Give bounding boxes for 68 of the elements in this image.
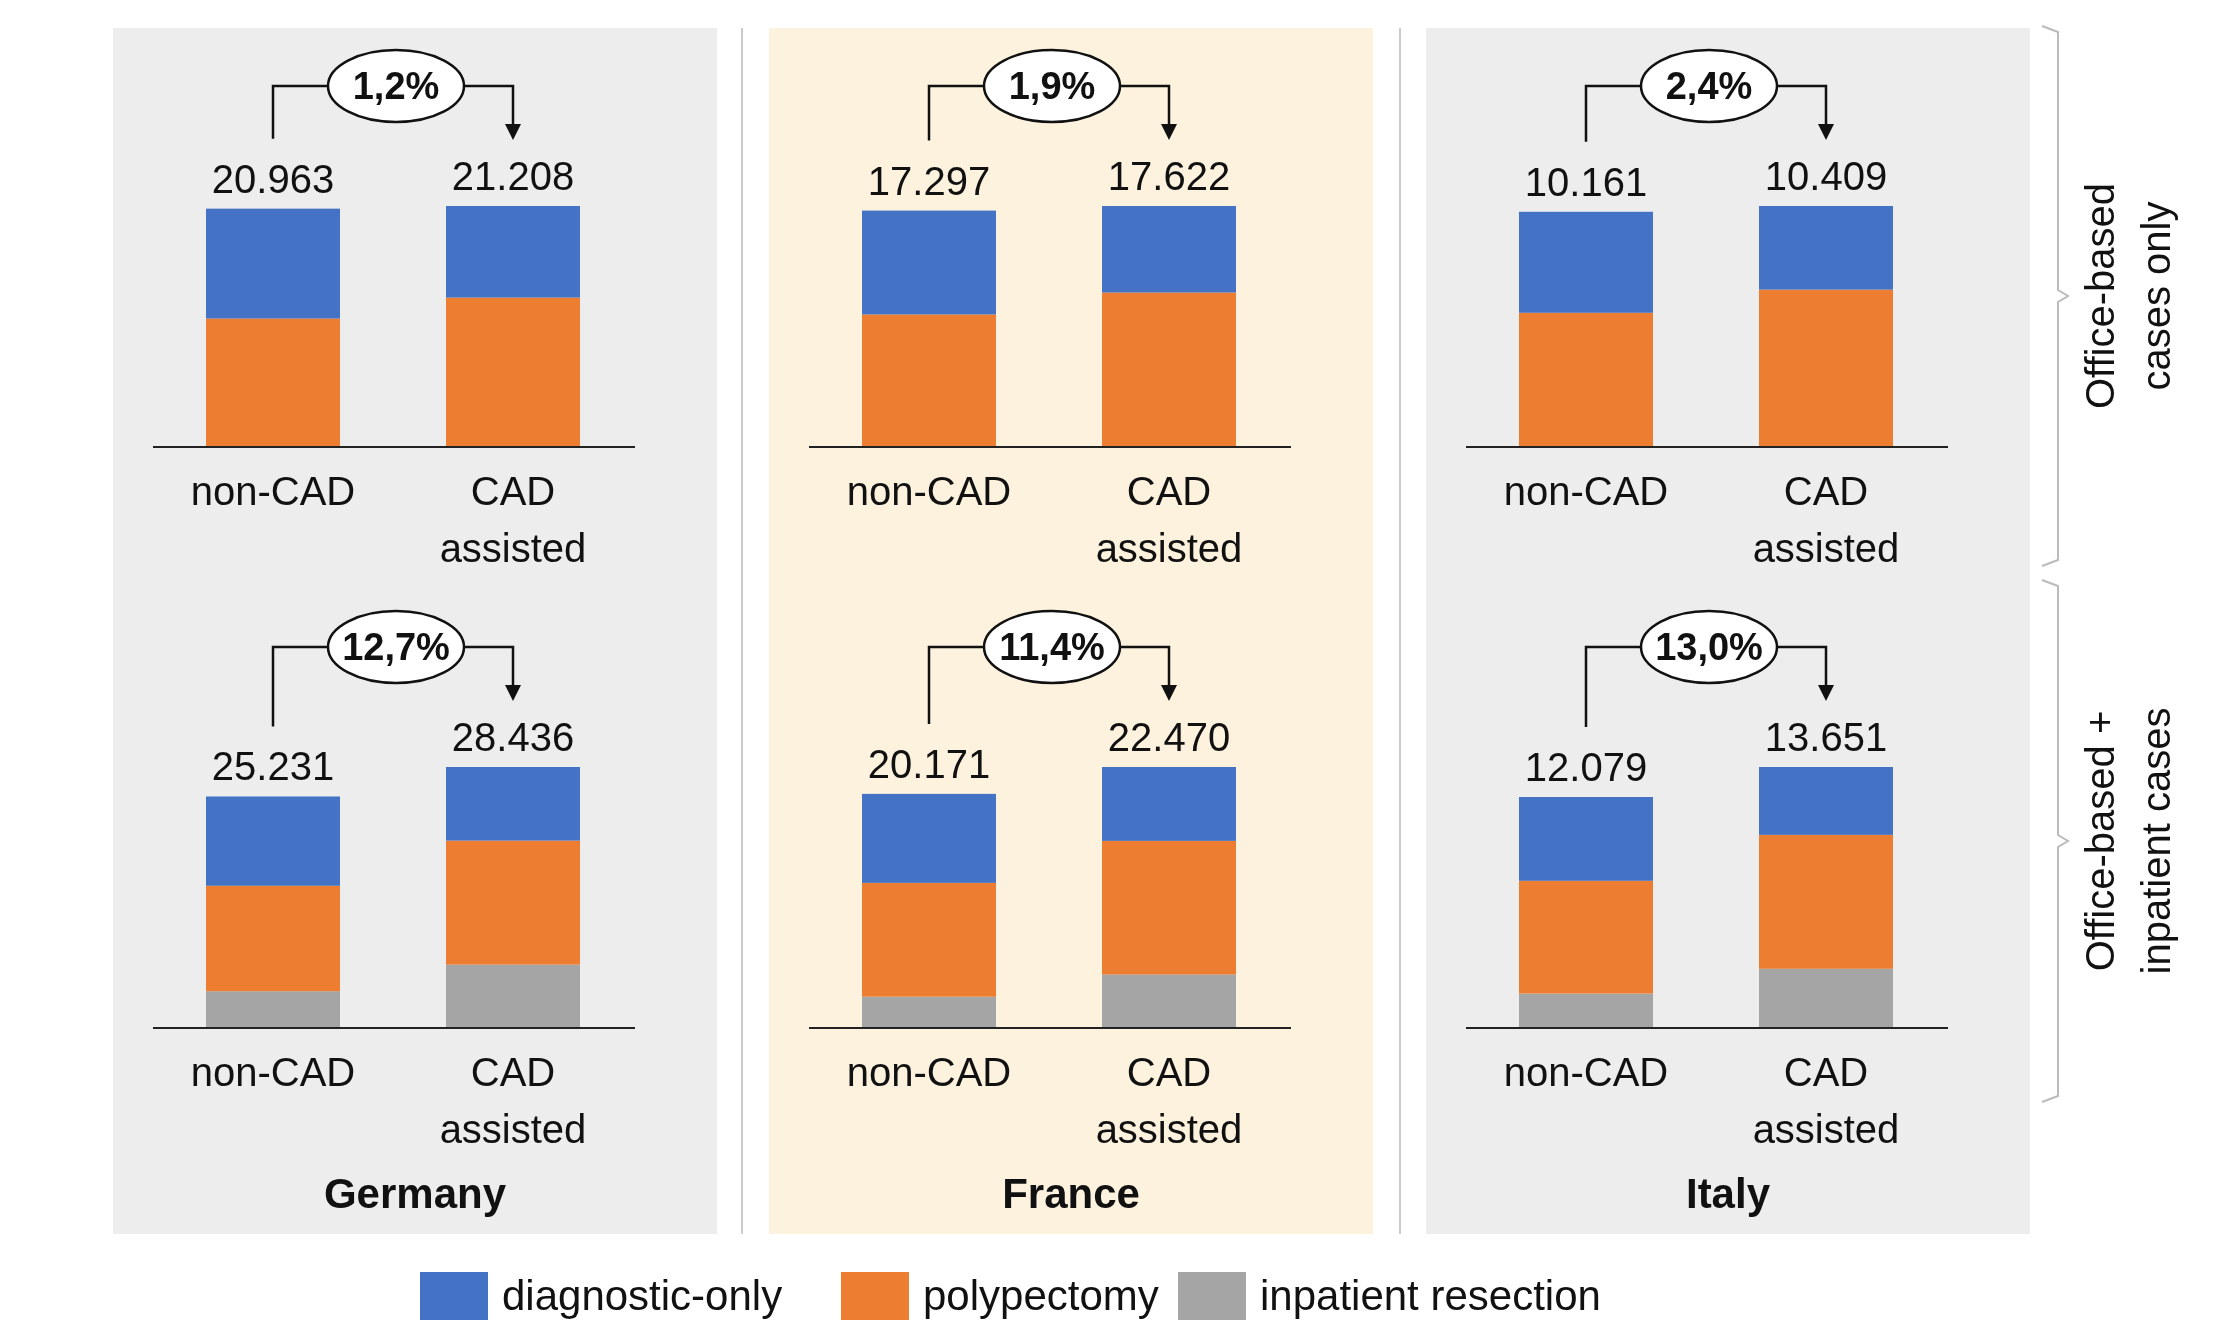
x-tick-label: CAD assisted <box>439 1050 587 1151</box>
bar <box>1759 767 1893 835</box>
annotation: 28.436 <box>451 715 575 759</box>
bar <box>1102 292 1236 447</box>
bar <box>446 964 580 1028</box>
bar <box>1102 767 1236 841</box>
text: 13,0% <box>1655 626 1763 668</box>
bar <box>206 318 340 447</box>
x-tick-label: non-CAD <box>1503 1050 1669 1094</box>
x-tick-label: CAD assisted <box>1095 1050 1243 1151</box>
text: 11,4% <box>999 626 1105 668</box>
bar <box>446 206 580 298</box>
bar <box>1519 312 1653 447</box>
bar <box>1102 840 1236 975</box>
legend-label: inpatient resection <box>1260 1272 1601 1319</box>
annotation: 13.651 <box>1764 715 1888 759</box>
x-tick-label: CAD assisted <box>1752 1050 1900 1151</box>
annotation: 17.297 <box>867 158 991 203</box>
bar <box>862 210 996 315</box>
x-axis-title: Italy <box>1685 1170 1771 1217</box>
text: 12,7% <box>342 626 450 668</box>
text: 2,4% <box>1665 65 1753 107</box>
x-tick-label: non-CAD <box>846 469 1012 513</box>
text: 1,2% <box>352 65 440 107</box>
bar <box>1102 206 1236 293</box>
legend-label: polypectomy <box>923 1272 1159 1319</box>
legend-label: diagnostic-only <box>502 1272 783 1319</box>
bar <box>862 793 996 883</box>
x-tick-label: non-CAD <box>190 469 356 513</box>
bar <box>1519 993 1653 1028</box>
bar <box>446 840 580 965</box>
bar <box>1759 289 1893 447</box>
bar <box>206 885 340 992</box>
y2-axis-title: Office-based + inpatient cases <box>2078 707 2178 975</box>
x-tick-label: non-CAD <box>190 1050 356 1094</box>
bar <box>1759 206 1893 290</box>
text: 1,9% <box>1008 65 1096 107</box>
annotation: 21.208 <box>451 154 575 198</box>
annotation: 25.231 <box>211 744 335 789</box>
x-tick-label: CAD assisted <box>439 469 587 570</box>
annotation: 12.079 <box>1524 745 1648 790</box>
bar <box>446 767 580 841</box>
bar <box>862 314 996 447</box>
annotation: 20.963 <box>211 156 335 201</box>
annotation: 10.161 <box>1524 159 1648 204</box>
bar <box>446 297 580 447</box>
annotation: 17.622 <box>1107 154 1231 198</box>
x-axis-title: Germany <box>323 1170 507 1217</box>
bar <box>1519 211 1653 313</box>
bar <box>206 208 340 319</box>
x-tick-label: non-CAD <box>846 1050 1012 1094</box>
bar <box>1519 797 1653 881</box>
bar <box>1759 968 1893 1028</box>
bar <box>1759 834 1893 969</box>
y2-axis-title: Office-based cases only <box>2078 182 2178 410</box>
bar <box>1102 974 1236 1028</box>
x-tick-label: CAD assisted <box>1095 469 1243 570</box>
x-tick-label: CAD assisted <box>1752 469 1900 570</box>
x-axis-title: France <box>1002 1170 1140 1217</box>
annotation: 22.470 <box>1107 715 1231 759</box>
bar <box>862 882 996 997</box>
annotation: 10.409 <box>1764 154 1888 198</box>
bar <box>206 991 340 1028</box>
x-tick-label: non-CAD <box>1503 469 1669 513</box>
bar <box>862 996 996 1028</box>
bar <box>1519 880 1653 994</box>
bar <box>206 796 340 886</box>
annotation: 20.171 <box>867 741 991 786</box>
